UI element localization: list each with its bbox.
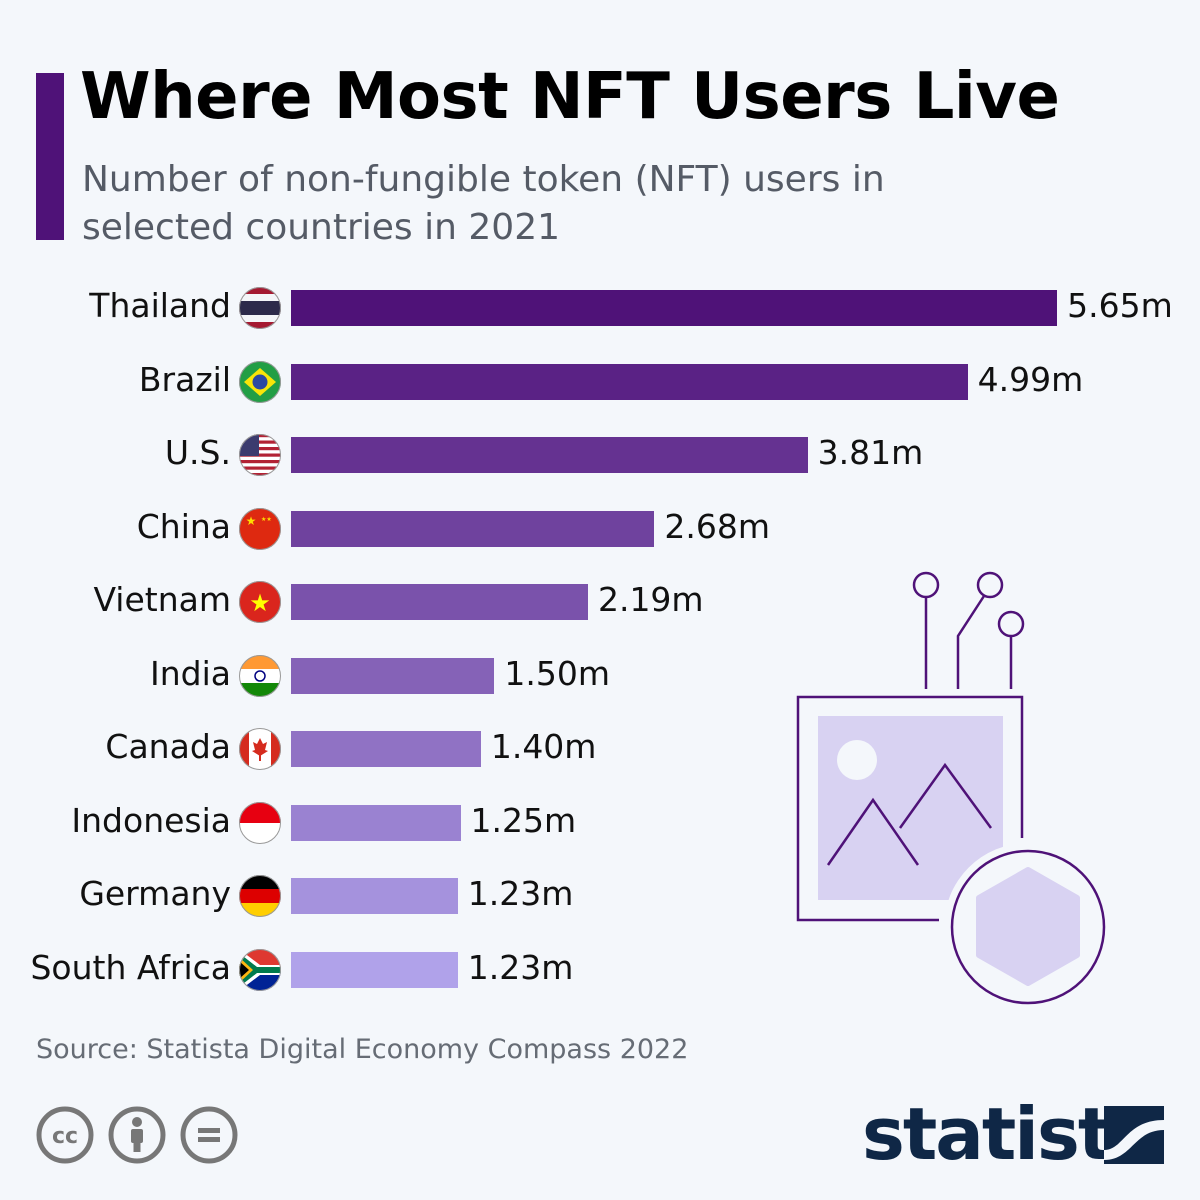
bar-canada (291, 731, 481, 767)
category-label: U.S. (164, 433, 231, 472)
category-label: Canada (105, 727, 231, 766)
bar-china (291, 510, 655, 547)
category-label: Vietnam (93, 580, 231, 619)
flag-canada-icon (239, 728, 281, 770)
bar-vietnam (291, 584, 588, 620)
bar-indonesia (291, 804, 461, 841)
svg-text:★: ★ (249, 589, 271, 617)
bar-south-africa (291, 951, 458, 988)
flag-vietnam-icon: ★ (239, 581, 281, 623)
category-label: Indonesia (71, 800, 231, 840)
category-label: South Africa (30, 947, 231, 987)
value-label: 1.50m (504, 653, 611, 693)
bar-germany (291, 878, 458, 914)
category-label: China (136, 506, 231, 546)
flag-brazil-icon (239, 360, 281, 403)
value-label: 1.25m (470, 800, 577, 840)
bar-brazil (291, 363, 968, 400)
attribution-icon[interactable] (108, 1106, 166, 1164)
value-label: 1.40m (490, 727, 597, 766)
bar-india (291, 657, 495, 694)
flag-us-icon (239, 434, 281, 476)
chart-title: Where Most NFT Users Live (80, 60, 1060, 134)
value-label: 2.68m (664, 506, 771, 546)
source-note: Source: Statista Digital Economy Compass… (36, 1034, 689, 1065)
accent-bar (36, 73, 64, 240)
category-label: Thailand (89, 286, 231, 325)
category-label: Germany (79, 874, 231, 913)
category-label: Brazil (138, 359, 231, 399)
value-label: 1.23m (467, 947, 574, 987)
statista-logo-icon (1104, 1106, 1164, 1164)
value-label: 1.23m (467, 874, 574, 913)
value-label: 2.19m (597, 580, 704, 619)
flag-indonesia-icon (239, 801, 281, 844)
flag-thailand-icon (239, 287, 281, 329)
svg-text:cc: cc (52, 1124, 78, 1149)
category-label: India (150, 653, 231, 693)
svg-text:★★: ★★ (261, 516, 272, 523)
bar-thailand (291, 290, 1058, 326)
value-label: 4.99m (977, 359, 1084, 399)
flag-germany-icon (239, 875, 281, 917)
chart-subtitle: Number of non-fungible token (NFT) users… (82, 159, 885, 248)
flag-china-icon: ★ ★★ (239, 507, 281, 550)
svg-text:★: ★ (246, 514, 257, 528)
flag-south-africa-icon (239, 948, 281, 991)
value-label: 3.81m (817, 433, 924, 472)
value-label: 5.65m (1067, 286, 1173, 325)
bar-u-s- (291, 437, 808, 473)
no-derivatives-icon[interactable] (180, 1106, 238, 1164)
flag-india-icon (239, 654, 281, 697)
cc-icon[interactable]: cc (36, 1106, 94, 1164)
